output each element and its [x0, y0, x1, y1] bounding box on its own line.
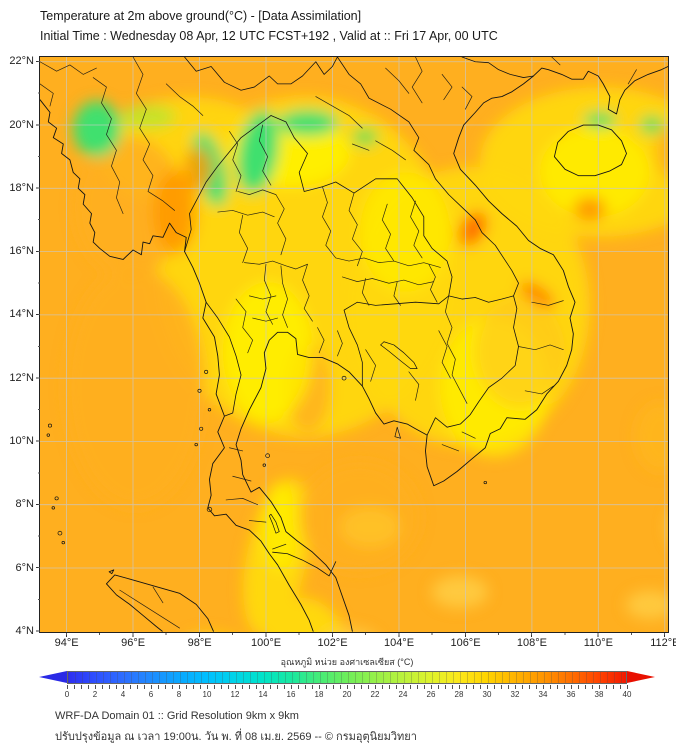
y-axis-label: 6°N — [15, 562, 34, 574]
province-borders — [40, 57, 636, 628]
islands — [47, 370, 487, 544]
colorbar-tick-label: 36 — [566, 690, 576, 699]
y-axis-label: 18°N — [9, 182, 34, 194]
colorbar-tick-label: 40 — [622, 690, 632, 699]
colorbar-tick-label: 34 — [538, 690, 548, 699]
colorbar-tick-label: 8 — [176, 690, 182, 699]
x-axis-label: 102°E — [317, 637, 348, 649]
y-axis-label: 14°N — [9, 308, 34, 320]
y-axis-label: 20°N — [9, 119, 34, 131]
temperature-field — [65, 87, 668, 632]
colorbar-tick-label: 22 — [370, 690, 380, 699]
x-axis-label: 106°E — [450, 637, 481, 649]
y-axis-label: 12°N — [9, 372, 34, 384]
colorbar-right-arrow — [627, 671, 655, 683]
x-axis-label: 110°E — [583, 637, 614, 649]
x-axis-minor-ticks — [66, 633, 667, 636]
coastline — [40, 66, 668, 631]
colorbar-tick-label: 20 — [342, 690, 352, 699]
y-axis-label: 22°N — [9, 55, 34, 67]
colorbar-tick-label: 10 — [202, 690, 212, 699]
graticule — [40, 57, 668, 632]
x-axis-label: 98°E — [187, 637, 212, 649]
colorbar-left-arrow — [39, 671, 67, 683]
figure-title: Temperature at 2m above ground(°C) - [Da… — [40, 9, 362, 23]
colorbar-tick-label: 2 — [92, 690, 98, 699]
y-axis-label: 16°N — [9, 245, 34, 257]
colorbar-tick-label: 38 — [594, 690, 604, 699]
colorbar-tick-label: 26 — [426, 690, 436, 699]
colorbar-tick-label: 4 — [120, 690, 126, 699]
country-borders — [185, 57, 534, 576]
x-axis-label: 104°E — [383, 637, 415, 649]
colorbar-tick-label: 12 — [230, 690, 240, 699]
colorbar — [67, 671, 627, 684]
colorbar-tick-label: 0 — [64, 690, 70, 699]
colorbar-tick-label: 24 — [398, 690, 408, 699]
x-axis-label: 108°E — [516, 637, 547, 649]
colorbar-tick-label: 16 — [286, 690, 296, 699]
y-axis-label: 4°N — [15, 625, 34, 637]
colorbar-tick-label: 30 — [482, 690, 492, 699]
map-plot — [39, 56, 669, 633]
x-axis-label: 94°E — [54, 637, 79, 649]
colorbar-tick-label: 28 — [454, 690, 464, 699]
footer-update-info: ปรับปรุงข้อมูล ณ เวลา 19:00น. วัน พ. ที่… — [55, 731, 417, 743]
colorbar-tick-label: 32 — [510, 690, 520, 699]
x-axis-label: 112°E — [650, 637, 676, 649]
figure-subtitle: Initial Time : Wednesday 08 Apr, 12 UTC … — [40, 29, 498, 43]
colorbar-tick-label: 6 — [148, 690, 154, 699]
colorbar-ticks — [67, 685, 628, 689]
colorbar-title: อุณหภูมิ หน่วย องศาเซลเซียส (°C) — [280, 657, 414, 667]
y-axis-minor-ticks — [38, 61, 41, 634]
map-svg — [40, 57, 668, 632]
footer-domain-info: WRF-DA Domain 01 :: Grid Resolution 9km … — [55, 710, 299, 722]
x-axis-label: 96°E — [121, 637, 146, 649]
y-axis-label: 10°N — [9, 435, 34, 447]
y-axis-label: 8°N — [15, 498, 34, 510]
x-axis-label: 100°E — [251, 637, 282, 649]
lakes — [269, 342, 417, 533]
colorbar-tick-label: 18 — [314, 690, 324, 699]
title-block: Temperature at 2m above ground(°C) - [Da… — [40, 6, 498, 46]
colorbar-tick-label: 14 — [258, 690, 268, 699]
